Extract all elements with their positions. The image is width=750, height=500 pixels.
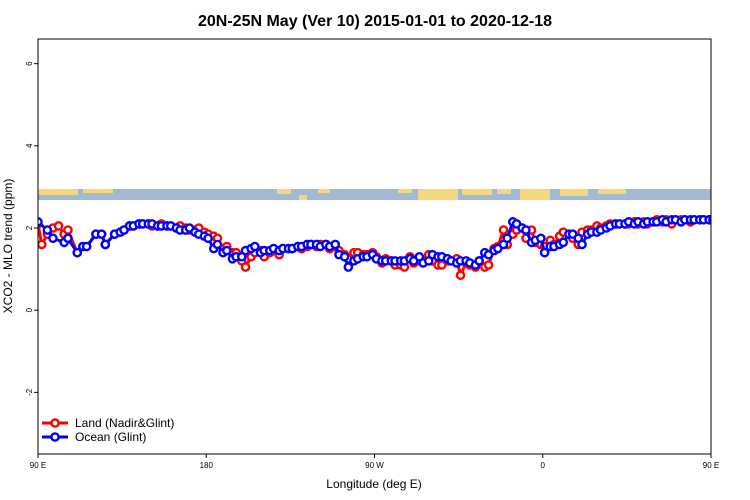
- data-point: [212, 239, 223, 250]
- data-point: [222, 245, 232, 256]
- data-point: [53, 221, 64, 231]
- map-land: [277, 188, 291, 194]
- data-point: [240, 262, 251, 272]
- legend-item: Ocean (Glint): [42, 430, 146, 444]
- data-point: [330, 239, 341, 250]
- x-tick-label: 90 E: [703, 461, 719, 470]
- legend-label: Land (Nadir&Glint): [75, 416, 174, 430]
- data-point: [708, 215, 711, 225]
- y-tick-label: 2: [25, 225, 34, 230]
- x-tick-label: 90 E: [30, 461, 46, 470]
- map-land: [418, 188, 458, 201]
- legend-label: Ocean (Glint): [75, 430, 146, 444]
- data-point: [63, 225, 73, 235]
- data-point: [483, 260, 494, 270]
- data-point: [72, 247, 83, 258]
- y-tick-label: 6: [25, 61, 34, 66]
- map-land: [497, 188, 511, 194]
- data-point: [38, 239, 47, 250]
- legend-marker: [50, 432, 60, 442]
- data-point: [81, 241, 92, 252]
- map-land: [318, 188, 330, 193]
- data-point: [502, 233, 513, 244]
- data-point: [63, 233, 73, 244]
- x-axis-label: Longitude (deg E): [326, 477, 421, 491]
- data-point: [203, 233, 213, 244]
- data-point: [455, 270, 466, 281]
- data-point: [558, 237, 569, 248]
- legend-item: Land (Nadir&Glint): [42, 416, 174, 430]
- data-point: [339, 251, 350, 262]
- data-point: [521, 225, 531, 235]
- data-point: [42, 225, 53, 235]
- map-land: [520, 188, 550, 201]
- legend-marker: [50, 418, 60, 428]
- map-land: [598, 188, 626, 194]
- map-ocean: [38, 188, 711, 201]
- y-tick-label: 4: [25, 143, 34, 148]
- x-tick-label: 180: [200, 461, 214, 470]
- data-point: [474, 256, 484, 266]
- map-land: [560, 188, 588, 196]
- data-point: [536, 233, 546, 244]
- map-land: [38, 188, 78, 195]
- map-land: [83, 188, 113, 193]
- y-axis-label: XCO2 - MLO trend (ppm): [1, 179, 15, 314]
- data-point: [96, 229, 107, 239]
- x-tick-label: 90 W: [365, 461, 384, 470]
- map-land: [299, 195, 307, 201]
- data-point: [48, 233, 58, 244]
- data-point: [343, 262, 354, 272]
- data-point: [498, 225, 509, 235]
- y-tick-label: 0: [25, 307, 34, 312]
- series-1: [38, 214, 711, 272]
- data-point: [250, 241, 260, 252]
- plot-frame: [37, 38, 712, 455]
- map-strip: [38, 188, 711, 201]
- data-point: [577, 239, 587, 250]
- data-point: [100, 239, 111, 250]
- map-land: [462, 188, 492, 195]
- y-axis: -2 0 2 4 6: [25, 61, 38, 396]
- map-land: [398, 188, 412, 193]
- data-point: [539, 247, 550, 258]
- x-axis: 90 E 180 90 W 0 90 E: [30, 454, 719, 470]
- y-tick-label: -2: [25, 388, 34, 396]
- legend: Land (Nadir&Glint)Ocean (Glint): [42, 416, 174, 444]
- x-tick-label: 0: [541, 461, 546, 470]
- chart-title: 20N-25N May (Ver 10) 2015-01-01 to 2020-…: [198, 13, 552, 30]
